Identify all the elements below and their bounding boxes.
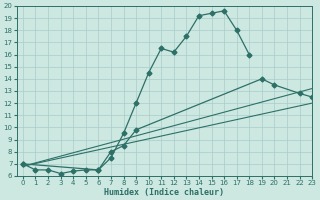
X-axis label: Humidex (Indice chaleur): Humidex (Indice chaleur) [104, 188, 224, 197]
